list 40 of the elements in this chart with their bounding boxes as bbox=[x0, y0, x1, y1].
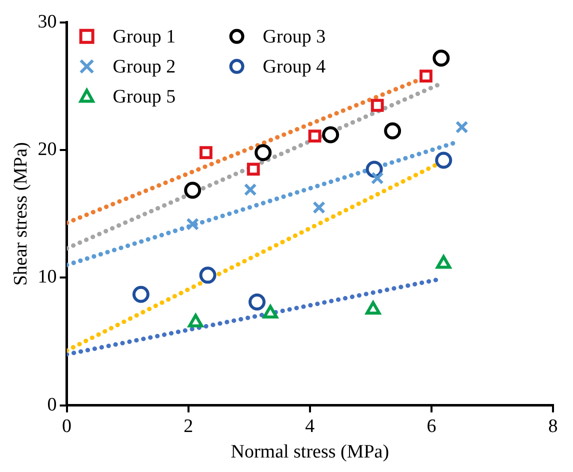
point bbox=[384, 122, 402, 140]
legend-label: Group 2 bbox=[112, 56, 176, 78]
legend-label: Group 4 bbox=[262, 56, 326, 78]
point bbox=[435, 152, 452, 169]
point bbox=[455, 120, 468, 134]
point bbox=[244, 183, 257, 196]
point bbox=[366, 160, 383, 178]
point bbox=[432, 50, 450, 67]
point bbox=[370, 98, 384, 112]
point bbox=[370, 172, 384, 185]
point bbox=[188, 314, 204, 328]
point bbox=[312, 201, 326, 214]
point bbox=[132, 286, 150, 303]
x-tick-label: 4 bbox=[305, 416, 316, 437]
point bbox=[366, 301, 381, 315]
y-tick-label: 0 bbox=[47, 394, 57, 416]
x-tick-label: 8 bbox=[548, 416, 558, 437]
point bbox=[436, 255, 452, 269]
point bbox=[322, 126, 340, 144]
point bbox=[308, 130, 322, 142]
y-tick-label: 30 bbox=[38, 11, 57, 32]
point bbox=[262, 304, 278, 318]
y-tick-label: 10 bbox=[38, 266, 57, 288]
legend-label: Group 3 bbox=[262, 26, 326, 48]
y-tick-label: 20 bbox=[38, 139, 57, 160]
point bbox=[254, 144, 272, 162]
x-tick-label: 6 bbox=[426, 416, 436, 437]
legend-label: Group 5 bbox=[112, 86, 176, 108]
x-tick-label: 2 bbox=[184, 416, 194, 437]
point bbox=[186, 218, 200, 231]
legend-label: Group 1 bbox=[112, 26, 176, 48]
point bbox=[199, 266, 216, 284]
y-axis-title: Shear stress (MPa) bbox=[10, 142, 32, 286]
x-tick-label: 0 bbox=[62, 416, 72, 437]
point bbox=[246, 162, 260, 176]
point bbox=[200, 146, 212, 160]
x-axis-title: Normal stress (MPa) bbox=[230, 442, 390, 463]
point bbox=[420, 70, 432, 82]
point bbox=[184, 182, 202, 199]
point bbox=[248, 293, 266, 310]
